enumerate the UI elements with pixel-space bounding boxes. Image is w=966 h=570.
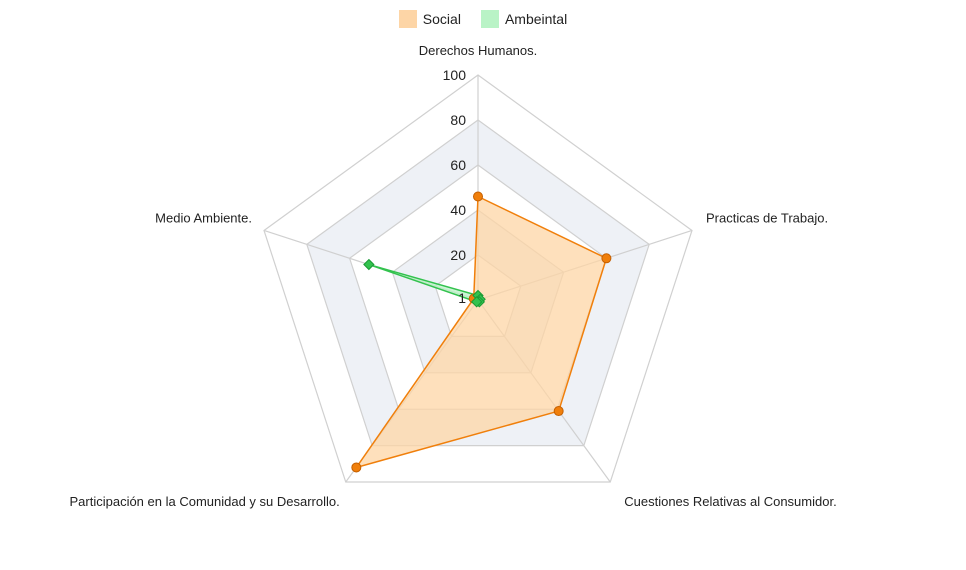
tick-label: 1 <box>458 290 466 306</box>
axis-label: Medio Ambiente. <box>155 210 252 225</box>
data-point[interactable] <box>470 296 483 308</box>
data-point[interactable] <box>473 191 483 202</box>
axis-label: Participación en la Comunidad y su Desar… <box>69 494 339 509</box>
legend-label-social: Social <box>422 11 461 27</box>
tick-label: 40 <box>450 202 466 218</box>
legend-swatch-ambeintal <box>480 10 499 28</box>
grid-ring <box>306 119 650 447</box>
tick-label: 60 <box>450 157 466 173</box>
data-point[interactable] <box>601 253 612 264</box>
legend: Social Ambeintal <box>0 10 966 28</box>
axis-label: Cuestiones Relativas al Consumidor. <box>624 494 836 509</box>
data-point[interactable] <box>553 406 564 417</box>
axis-label: Practicas de Trabajo. <box>706 210 828 225</box>
tick-label: 100 <box>443 67 467 83</box>
data-point[interactable] <box>351 462 362 473</box>
data-point[interactable] <box>363 258 375 271</box>
grid-ring <box>263 74 693 483</box>
series-area-social <box>354 195 608 469</box>
tick-label: 20 <box>450 247 466 263</box>
legend-swatch-social <box>398 10 417 28</box>
legend-label-ambeintal: Ambeintal <box>504 11 568 27</box>
legend-item-ambeintal[interactable]: Ambeintal <box>480 10 568 28</box>
tick-label: 80 <box>450 112 466 128</box>
legend-item-social[interactable]: Social <box>398 10 461 28</box>
axis-label: Derechos Humanos. <box>419 43 538 58</box>
